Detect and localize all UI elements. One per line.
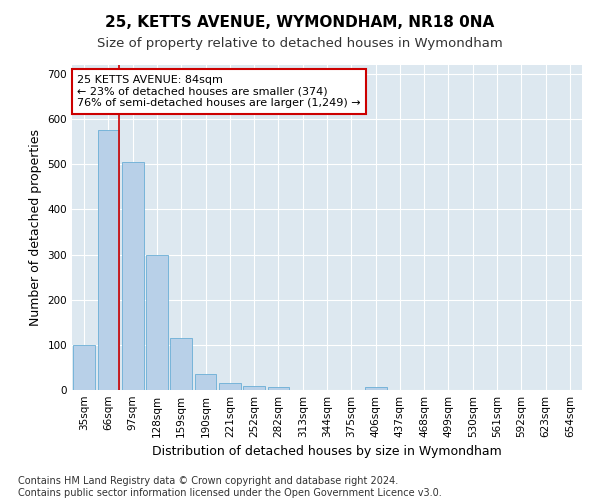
Text: Contains HM Land Registry data © Crown copyright and database right 2024.
Contai: Contains HM Land Registry data © Crown c…	[18, 476, 442, 498]
Y-axis label: Number of detached properties: Number of detached properties	[29, 129, 42, 326]
Bar	[194, 374, 217, 390]
Text: 25, KETTS AVENUE, WYMONDHAM, NR18 0NA: 25, KETTS AVENUE, WYMONDHAM, NR18 0NA	[106, 15, 494, 30]
Bar	[122, 162, 143, 390]
Bar	[170, 338, 192, 390]
X-axis label: Distribution of detached houses by size in Wymondham: Distribution of detached houses by size …	[152, 446, 502, 458]
Text: Size of property relative to detached houses in Wymondham: Size of property relative to detached ho…	[97, 38, 503, 51]
Bar	[219, 383, 241, 390]
Bar	[73, 345, 95, 390]
Bar	[97, 130, 119, 390]
Text: 25 KETTS AVENUE: 84sqm
← 23% of detached houses are smaller (374)
76% of semi-de: 25 KETTS AVENUE: 84sqm ← 23% of detached…	[77, 74, 361, 108]
Bar	[365, 387, 386, 390]
Bar	[146, 254, 168, 390]
Bar	[243, 386, 265, 390]
Bar	[268, 387, 289, 390]
